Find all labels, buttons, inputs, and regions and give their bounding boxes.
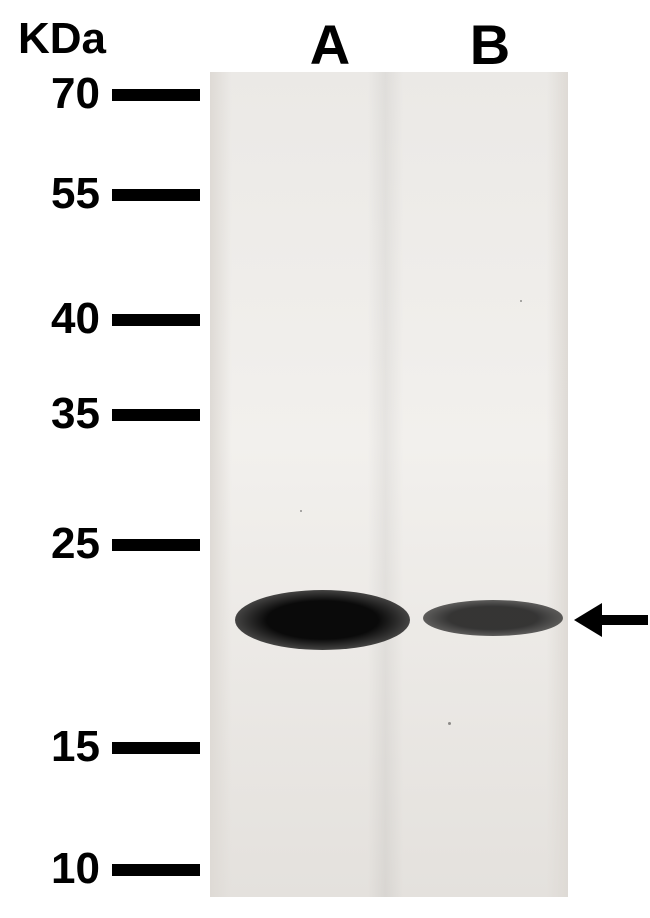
mw-tick-35 xyxy=(112,409,200,421)
band-lane-A xyxy=(235,590,410,650)
band-lane-B xyxy=(423,600,563,636)
blot-membrane xyxy=(210,72,568,897)
mw-label-55: 55 xyxy=(10,169,100,219)
mw-tick-70 xyxy=(112,89,200,101)
mw-label-40: 40 xyxy=(10,294,100,344)
arrow-shaft xyxy=(600,615,648,625)
mw-tick-40 xyxy=(112,314,200,326)
mw-label-15: 15 xyxy=(10,722,100,772)
arrow-head-icon xyxy=(574,603,602,637)
mw-tick-10 xyxy=(112,864,200,876)
noise-speck xyxy=(520,300,522,302)
mw-label-25: 25 xyxy=(10,519,100,569)
mw-label-10: 10 xyxy=(10,844,100,894)
mw-tick-25 xyxy=(112,539,200,551)
mw-tick-55 xyxy=(112,189,200,201)
mw-label-70: 70 xyxy=(10,69,100,119)
noise-speck xyxy=(448,722,451,725)
noise-speck xyxy=(300,510,302,512)
mw-tick-15 xyxy=(112,742,200,754)
lane-label-A: A xyxy=(300,12,360,77)
lane-label-B: B xyxy=(460,12,520,77)
mw-label-35: 35 xyxy=(10,389,100,439)
axis-unit-label: KDa xyxy=(18,14,106,64)
western-blot-figure: KDa 70 55 40 35 25 15 10 A B xyxy=(0,0,650,918)
